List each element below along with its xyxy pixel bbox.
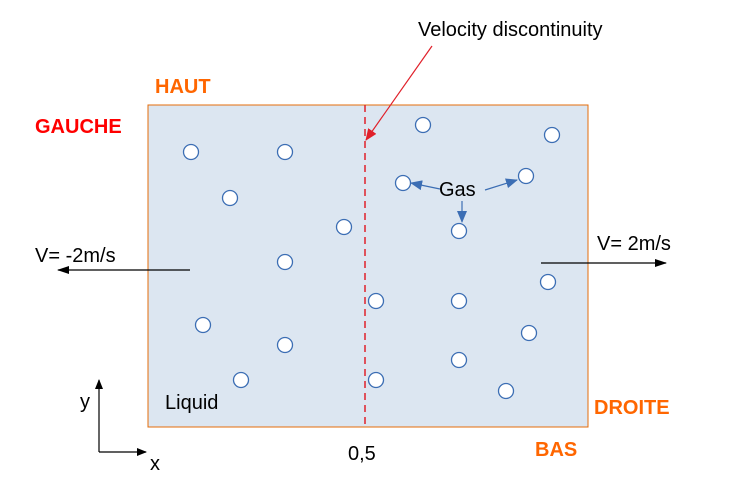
gas-bubble [276, 143, 294, 161]
axis-y-label: y [80, 391, 90, 413]
gas-bubble [276, 253, 294, 271]
velocity-left-label: V= -2m/s [35, 245, 116, 267]
gas-bubble [543, 126, 561, 144]
gas-bubble [367, 371, 385, 389]
gas-bubble [335, 218, 353, 236]
gas-arrow-right [484, 178, 518, 191]
gas-bubble [450, 222, 468, 240]
gas-bubble [394, 174, 412, 192]
liquid-label: Liquid [165, 392, 218, 414]
gas-bubble [232, 371, 250, 389]
gas-bubble [539, 273, 557, 291]
label-left: GAUCHE [35, 116, 122, 138]
gas-bubble [367, 292, 385, 310]
gas-label: Gas [439, 179, 476, 201]
gas-bubble [497, 382, 515, 400]
label-top: HAUT [155, 76, 211, 98]
gas-bubble [221, 189, 239, 207]
gas-arrow-left [410, 180, 441, 191]
annotation-label: Velocity discontinuity [418, 19, 603, 41]
gas-bubble [450, 351, 468, 369]
label-right: DROITE [594, 397, 670, 419]
label-bottom: BAS [535, 439, 577, 461]
gas-bubbles [182, 116, 561, 400]
gas-bubble [194, 316, 212, 334]
gas-bubble [450, 292, 468, 310]
gas-bubble [414, 116, 432, 134]
gas-bubble [517, 167, 535, 185]
annotation-arrow [365, 45, 433, 141]
gas-bubble [182, 143, 200, 161]
axis-x-label: x [150, 453, 160, 475]
gas-bubble [276, 336, 294, 354]
gas-bubble [520, 324, 538, 342]
interface-x-label: 0,5 [348, 443, 376, 465]
domain-box [147, 104, 589, 428]
velocity-right-label: V= 2m/s [597, 233, 671, 255]
